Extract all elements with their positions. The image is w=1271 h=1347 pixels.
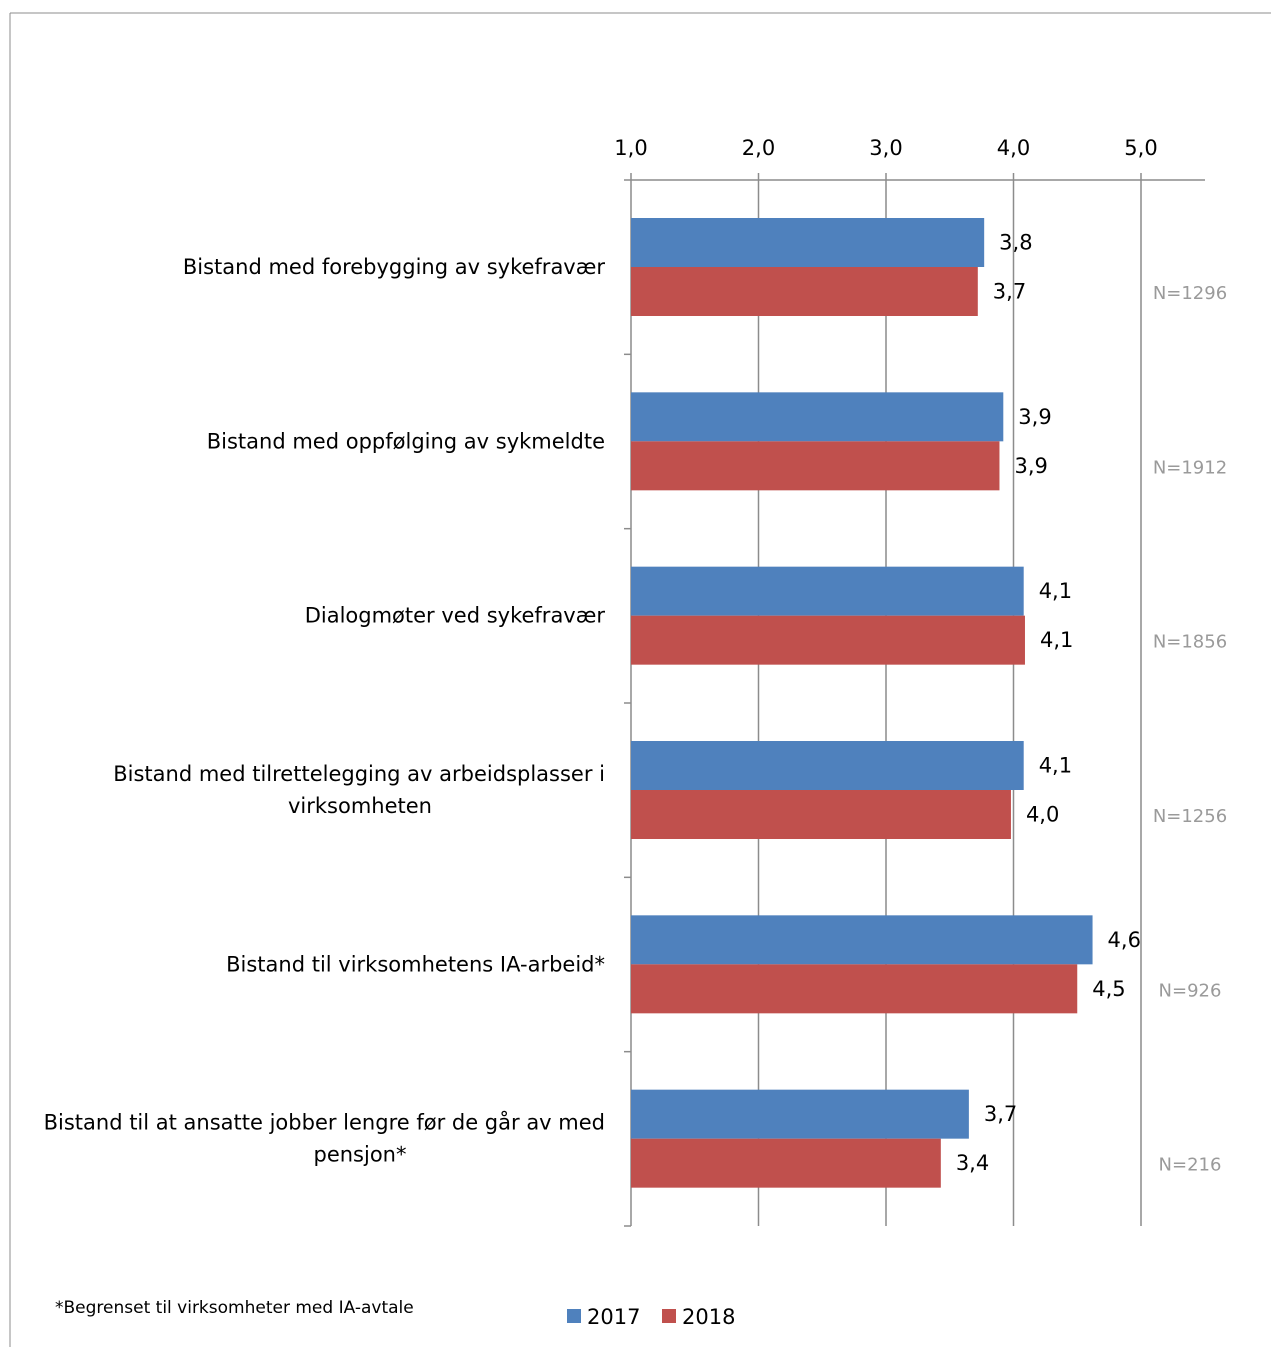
x-tick-label: 3,0 <box>869 136 902 160</box>
legend-swatch-2018 <box>662 1309 676 1323</box>
data-label: 3,9 <box>1018 405 1051 429</box>
data-label: 4,1 <box>1039 579 1072 603</box>
data-label: 3,8 <box>999 231 1032 255</box>
category-label: Bistand med oppfølging av sykmeldte <box>207 429 605 453</box>
category-label: Bistand til virksomhetens IA-arbeid* <box>226 952 605 976</box>
legend-label: 2017 <box>587 1305 640 1329</box>
bar-2017 <box>631 218 985 267</box>
bar-2017 <box>631 392 1004 442</box>
n-label: N=1912 <box>1153 457 1227 478</box>
data-label: 3,7 <box>984 1102 1017 1126</box>
x-tick-label: 5,0 <box>1124 136 1157 160</box>
bar-2018 <box>631 441 1000 491</box>
bar-2017 <box>631 915 1093 965</box>
x-tick-label: 1,0 <box>614 136 647 160</box>
category-label: virksomheten <box>288 794 432 818</box>
legend-label: 2018 <box>682 1305 735 1329</box>
bar-2018 <box>631 1138 941 1188</box>
category-label: Dialogmøter ved sykefravær <box>305 604 606 628</box>
bar-2017 <box>631 741 1024 790</box>
bar-2017 <box>631 566 1024 616</box>
category-label: Bistand til at ansatte jobber lengre før… <box>44 1110 605 1135</box>
legend-swatch-2017 <box>567 1309 581 1323</box>
bar-2018 <box>631 615 1025 665</box>
footnote: *Begrenset til virksomheter med IA-avtal… <box>55 1298 414 1318</box>
n-label: N=1296 <box>1153 283 1227 304</box>
x-tick-label: 2,0 <box>742 136 775 160</box>
data-label: 4,0 <box>1026 803 1059 827</box>
data-label: 4,6 <box>1108 928 1141 952</box>
data-label: 4,1 <box>1040 628 1073 652</box>
bar-2018 <box>631 964 1078 1014</box>
n-label: N=1256 <box>1153 806 1227 827</box>
x-tick-label: 4,0 <box>997 136 1030 160</box>
data-label: 3,7 <box>993 280 1026 304</box>
bar-2017 <box>631 1089 969 1139</box>
bar-2018 <box>631 267 978 316</box>
category-label: pensjon* <box>314 1143 407 1167</box>
data-label: 3,4 <box>956 1151 989 1175</box>
category-label: Bistand med tilrettelegging av arbeidspl… <box>113 762 605 786</box>
n-label: N=926 <box>1159 980 1222 1001</box>
data-label: 4,1 <box>1039 754 1072 778</box>
n-label: N=1856 <box>1153 632 1227 653</box>
data-label: 4,5 <box>1092 977 1125 1001</box>
category-label: Bistand med forebygging av sykefravær <box>183 255 605 279</box>
data-label: 3,9 <box>1014 454 1047 478</box>
bar-2018 <box>631 790 1011 839</box>
n-label: N=216 <box>1159 1155 1222 1176</box>
